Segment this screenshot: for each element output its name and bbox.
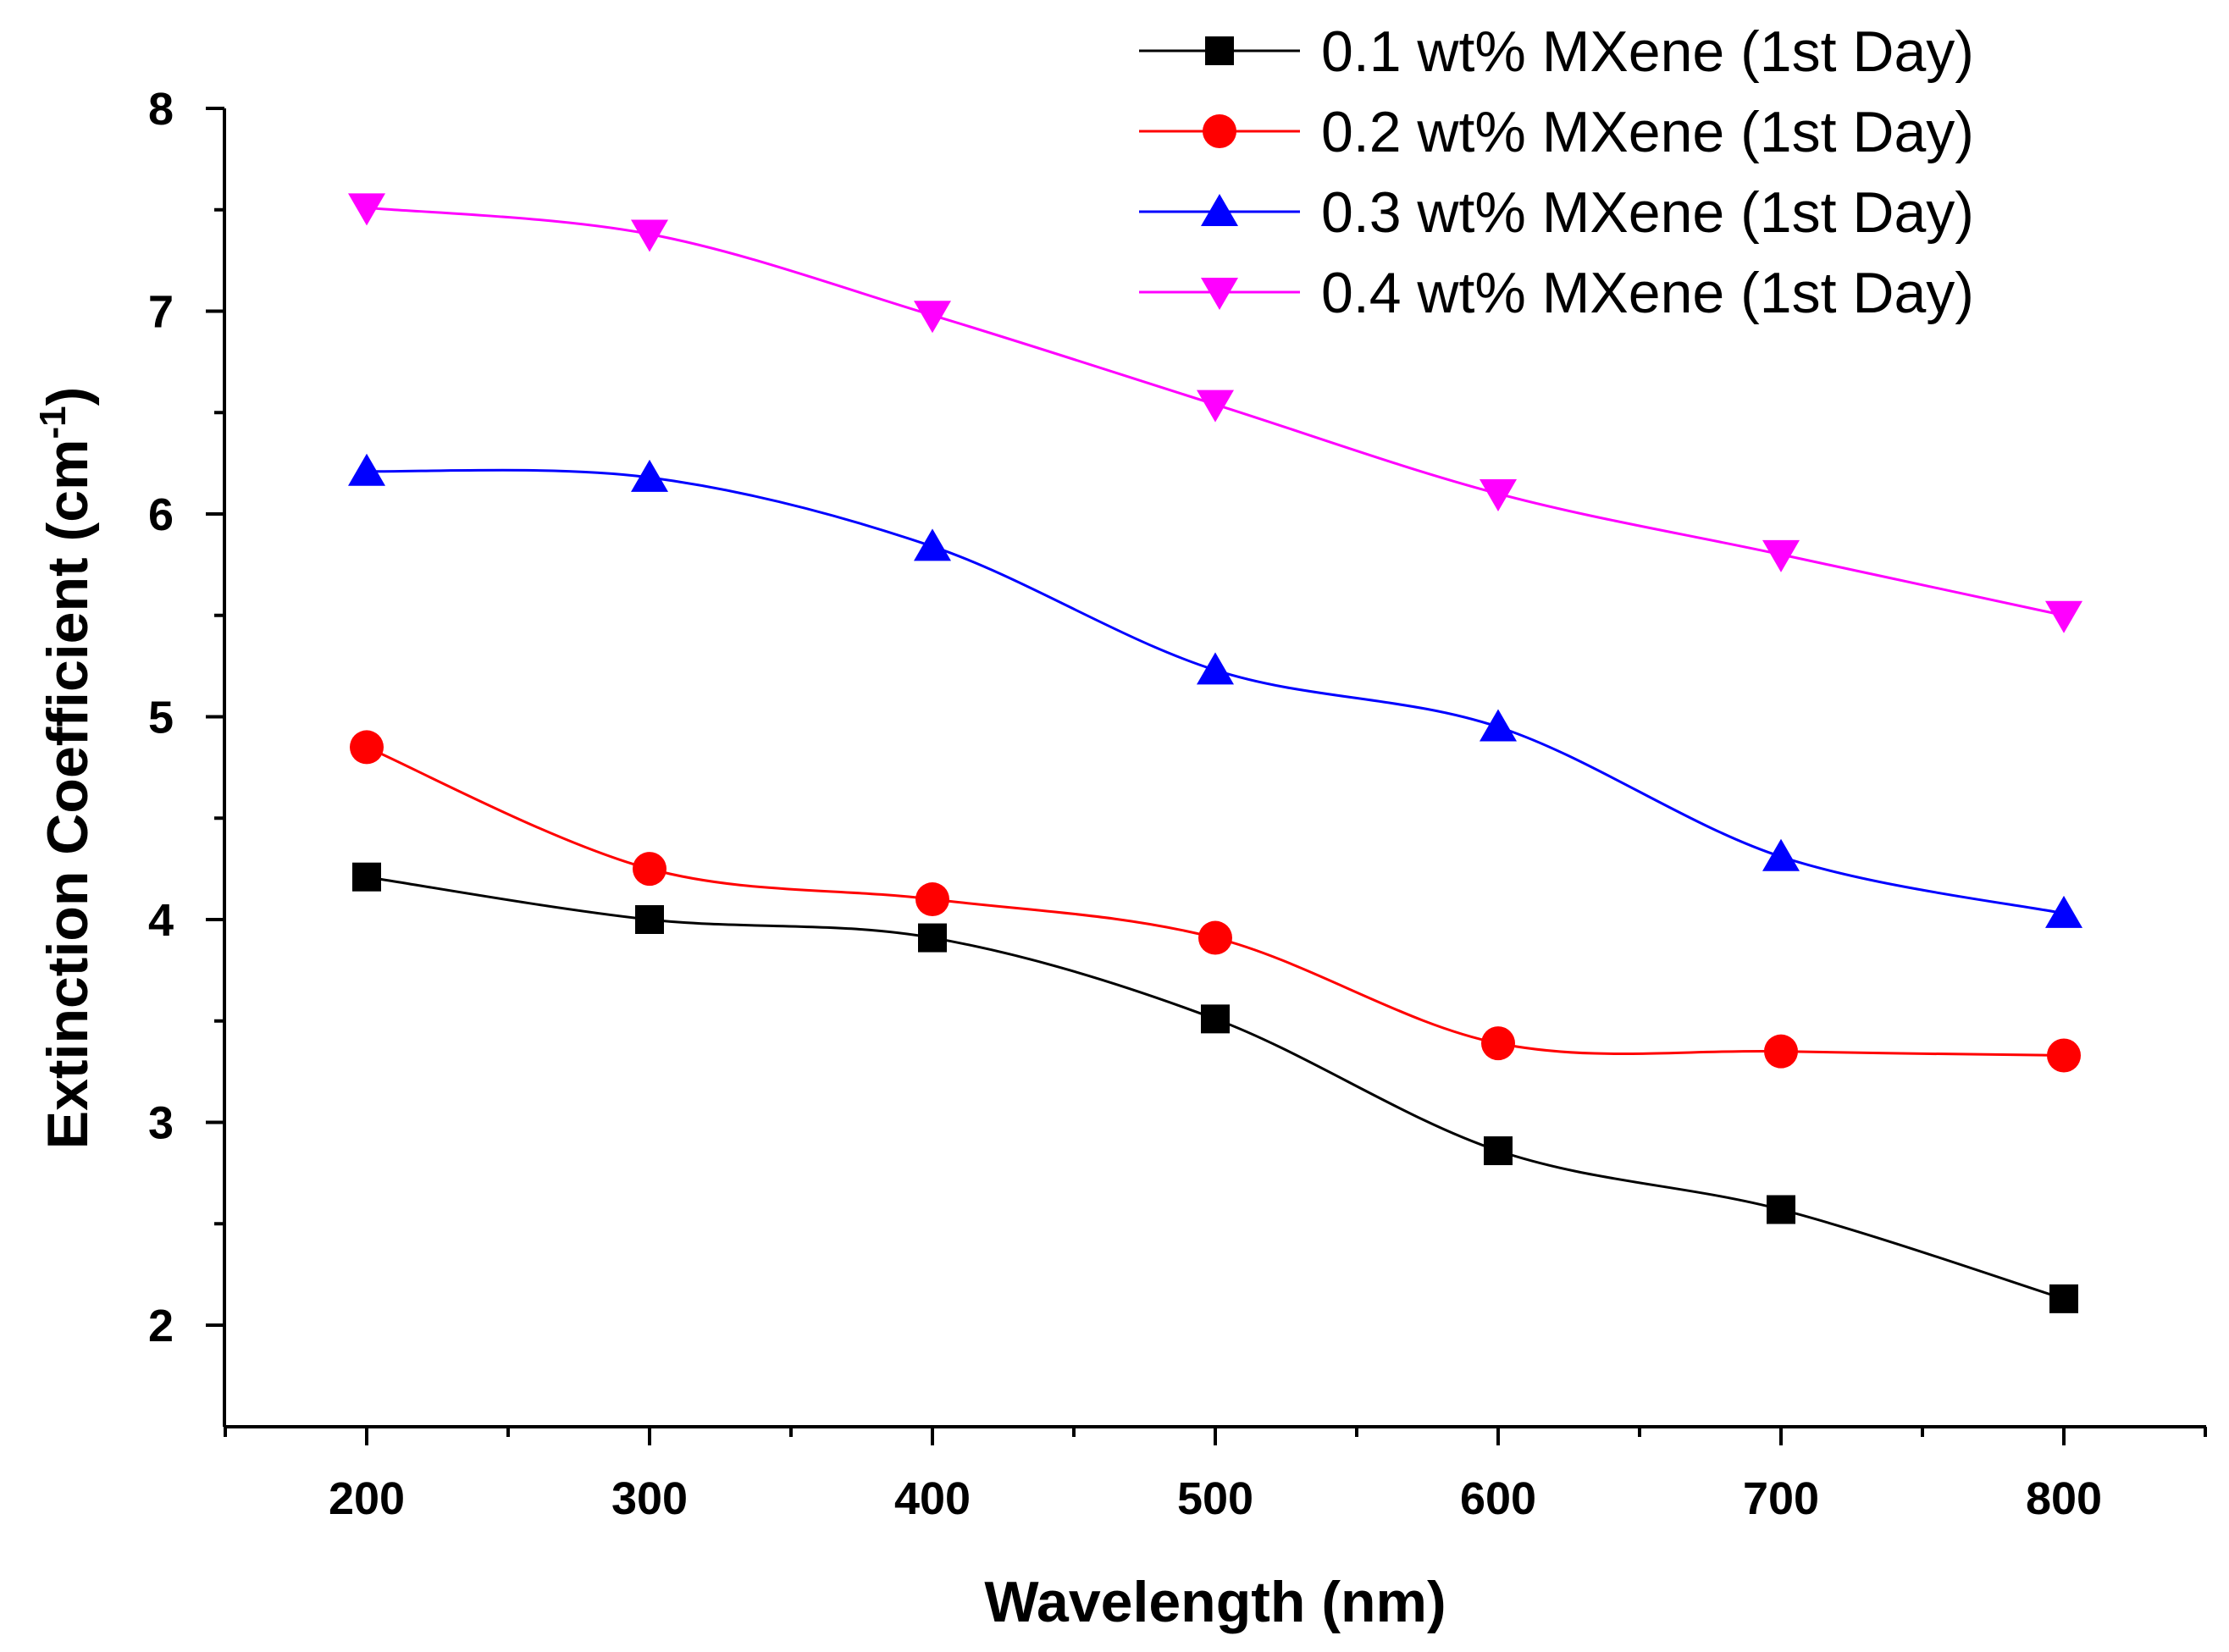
data-point (2049, 1284, 2078, 1313)
series-points-3 (348, 453, 2082, 928)
data-point (1480, 479, 1517, 512)
x-tick-label: 200 (329, 1473, 405, 1524)
y-tick-label: 7 (148, 287, 174, 338)
legend-item: 0.1 wt% MXene (1st Day) (1139, 19, 1974, 84)
data-point (918, 923, 947, 953)
y-tick-label: 4 (148, 895, 174, 946)
y-axis-title: Extinction Coefficient (cm-1) (32, 387, 100, 1150)
data-point (2045, 895, 2082, 928)
data-point (1198, 920, 1232, 955)
data-point (1762, 539, 1800, 572)
data-point (350, 730, 384, 765)
series-lines (366, 206, 2065, 1301)
ticks: 200 300 400 500 600 700 800 2 3 4 5 6 7 8 (148, 84, 2207, 1524)
legend-label: 0.4 wt% MXene (1st Day) (1321, 261, 1974, 325)
data-point (633, 852, 666, 887)
legend-marker (1201, 194, 1238, 226)
x-tick-label: 300 (611, 1473, 688, 1524)
legend-label: 0.1 wt% MXene (1st Day) (1321, 19, 1974, 84)
y-tick-label: 6 (148, 489, 174, 540)
data-point (631, 459, 668, 492)
series-line-3 (366, 468, 2065, 915)
legend-marker (1203, 114, 1236, 148)
y-axis-title-main: Extinction Coefficient (cm (36, 439, 100, 1150)
x-tick-label: 800 (2026, 1473, 2102, 1524)
x-axis-title: Wavelength (nm) (984, 1570, 1446, 1634)
legend-item: 0.2 wt% MXene (1st Day) (1139, 100, 1974, 164)
series-points-2 (350, 730, 2081, 1073)
legend-marker (1201, 278, 1238, 310)
y-tick-label: 8 (148, 84, 174, 135)
x-tick-label: 700 (1743, 1473, 1819, 1524)
data-point (1480, 709, 1517, 742)
series-points-4 (348, 193, 2082, 633)
y-tick-label: 3 (148, 1098, 174, 1149)
legend-label: 0.3 wt% MXene (1st Day) (1321, 180, 1974, 245)
y-axis-title-superscript: -1 (32, 406, 74, 439)
data-point (2045, 600, 2082, 633)
y-axis-title-close: ) (36, 387, 100, 406)
x-tick-label: 500 (1177, 1473, 1253, 1524)
series-points-1 (352, 862, 2078, 1313)
legend-marker (1205, 36, 1234, 65)
series-markers (348, 193, 2082, 1313)
x-tick-label: 400 (894, 1473, 971, 1524)
data-point (635, 905, 664, 934)
y-tick-label: 2 (148, 1301, 174, 1351)
data-point (1197, 390, 1234, 423)
data-point (1767, 1195, 1795, 1224)
data-point (915, 882, 949, 917)
legend: 0.1 wt% MXene (1st Day) 0.2 wt% MXene (1s… (1139, 19, 1974, 325)
data-point (1481, 1026, 1515, 1061)
data-point (914, 301, 951, 334)
data-point (348, 453, 385, 486)
x-tick-label: 600 (1460, 1473, 1536, 1524)
data-point (348, 193, 385, 226)
data-point (1484, 1136, 1513, 1166)
data-point (1197, 652, 1234, 685)
data-point (1764, 1034, 1798, 1069)
y-tick-label: 5 (148, 693, 174, 743)
data-point (631, 219, 668, 252)
data-point (914, 528, 951, 561)
data-point (2047, 1038, 2081, 1073)
legend-item: 0.4 wt% MXene (1st Day) (1139, 261, 1974, 325)
data-point (352, 862, 381, 892)
legend-label: 0.2 wt% MXene (1st Day) (1321, 100, 1974, 164)
data-point (1762, 838, 1800, 871)
legend-item: 0.3 wt% MXene (1st Day) (1139, 180, 1974, 245)
data-point (1201, 1004, 1230, 1034)
